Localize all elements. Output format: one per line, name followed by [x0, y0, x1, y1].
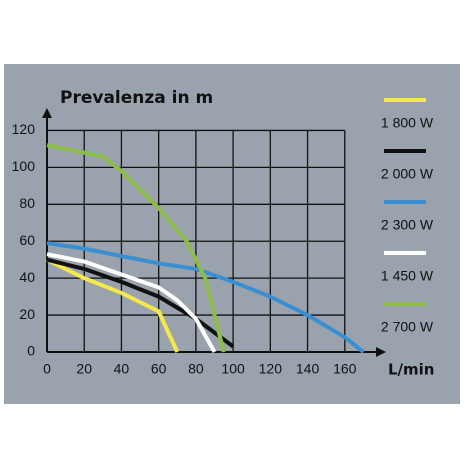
series-line	[46, 241, 365, 354]
y-tick-label: 40	[19, 269, 35, 285]
legend-label: 1 450 W	[381, 268, 434, 284]
series-line	[46, 257, 235, 349]
x-tick-label: 100	[221, 361, 245, 377]
x-tick-label: 140	[296, 361, 320, 377]
y-tick-label: 120	[12, 121, 36, 137]
y-tick-label: 0	[27, 343, 35, 359]
y-arrow	[42, 108, 52, 118]
chart-title: Prevalenza in m	[60, 88, 213, 108]
x-tick-label: 40	[114, 361, 130, 377]
legend-label: 1 800 W	[381, 115, 434, 131]
x-tick-label: 20	[76, 361, 92, 377]
x-tick-label: 60	[151, 361, 167, 377]
series-line	[46, 252, 217, 353]
x-tick-label: 0	[43, 361, 51, 377]
x-tick-label: 160	[333, 361, 357, 377]
legend-label: 2 300 W	[381, 217, 434, 233]
legend-label: 2 700 W	[381, 319, 434, 335]
legend-label: 2 000 W	[381, 166, 434, 182]
y-tick-label: 100	[12, 158, 36, 174]
x-tick-label: 80	[188, 361, 204, 377]
x-arrow	[376, 347, 386, 357]
y-tick-label: 60	[19, 232, 35, 248]
series-line	[46, 257, 180, 353]
y-tick-label: 20	[19, 306, 35, 322]
x-tick-label: 120	[259, 361, 283, 377]
x-axis-label: L/min	[388, 361, 435, 379]
y-tick-label: 80	[19, 195, 35, 211]
series-line	[46, 143, 226, 353]
